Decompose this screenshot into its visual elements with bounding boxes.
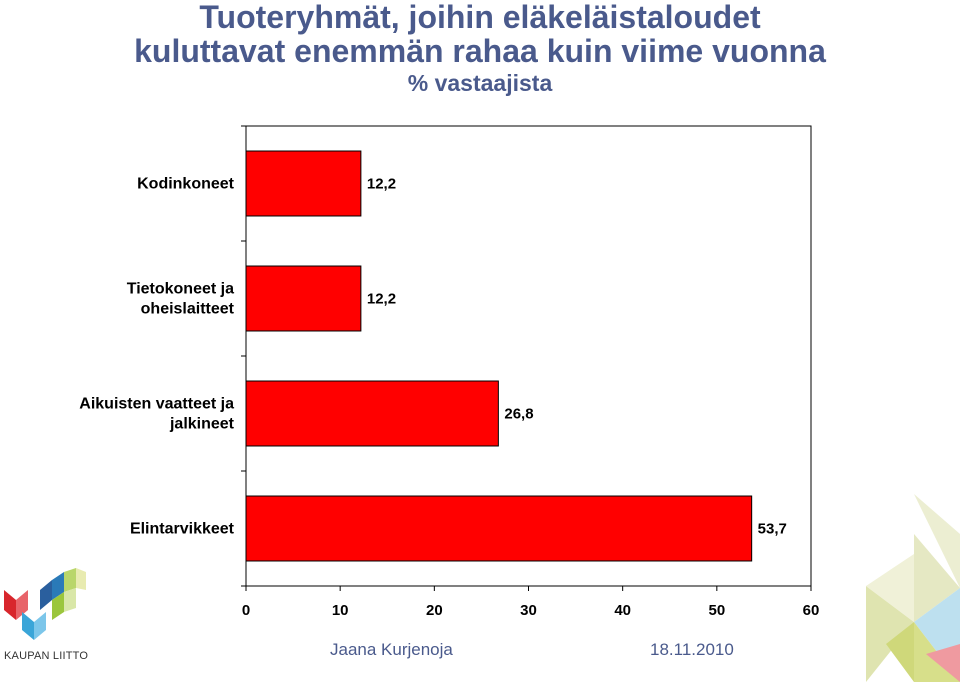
category-label: oheislaitteet	[141, 301, 235, 318]
x-tick-label: 40	[614, 602, 631, 619]
category-label: Aikuisten vaatteet ja	[79, 396, 234, 413]
logo-text: KAUPAN LIITTO	[4, 650, 89, 662]
chart-subtitle: % vastaajista	[407, 70, 553, 96]
category-label: Tietokoneet ja	[127, 281, 234, 298]
footer-date: 18.11.2010	[650, 640, 734, 659]
bar	[245, 265, 362, 332]
x-tick-label: 30	[520, 602, 537, 619]
bar	[245, 380, 499, 447]
category-label: Elintarvikkeet	[130, 521, 235, 538]
kaupan-liitto-logo-icon	[4, 568, 86, 640]
x-tick-label: 50	[708, 602, 725, 619]
bar-chart: Kodinkoneet 12,2 Tietokoneet ja oheislaitte…	[79, 125, 820, 619]
category-label: jalkineet	[169, 416, 235, 433]
category-label: Kodinkoneet	[137, 176, 235, 193]
footer-author: Jaana Kurjenoja	[330, 640, 453, 659]
data-label: 53,7	[758, 521, 787, 538]
data-label: 12,2	[367, 291, 396, 308]
x-tick-label: 60	[803, 602, 820, 619]
bar	[245, 495, 753, 562]
data-label: 12,2	[367, 176, 396, 193]
data-label: 26,8	[504, 406, 533, 423]
corner-triangles-decoration-icon	[866, 494, 960, 682]
chart-title-line-2: kuluttavat enemmän rahaa kuin viime vuon…	[134, 33, 826, 69]
x-tick-label: 20	[426, 602, 443, 619]
x-tick-label: 10	[332, 602, 349, 619]
bar	[245, 150, 362, 217]
x-tick-label: 0	[242, 602, 250, 619]
chart-title-line-1: Tuoteryhmät, joihin eläkeläistaloudet	[199, 0, 761, 35]
